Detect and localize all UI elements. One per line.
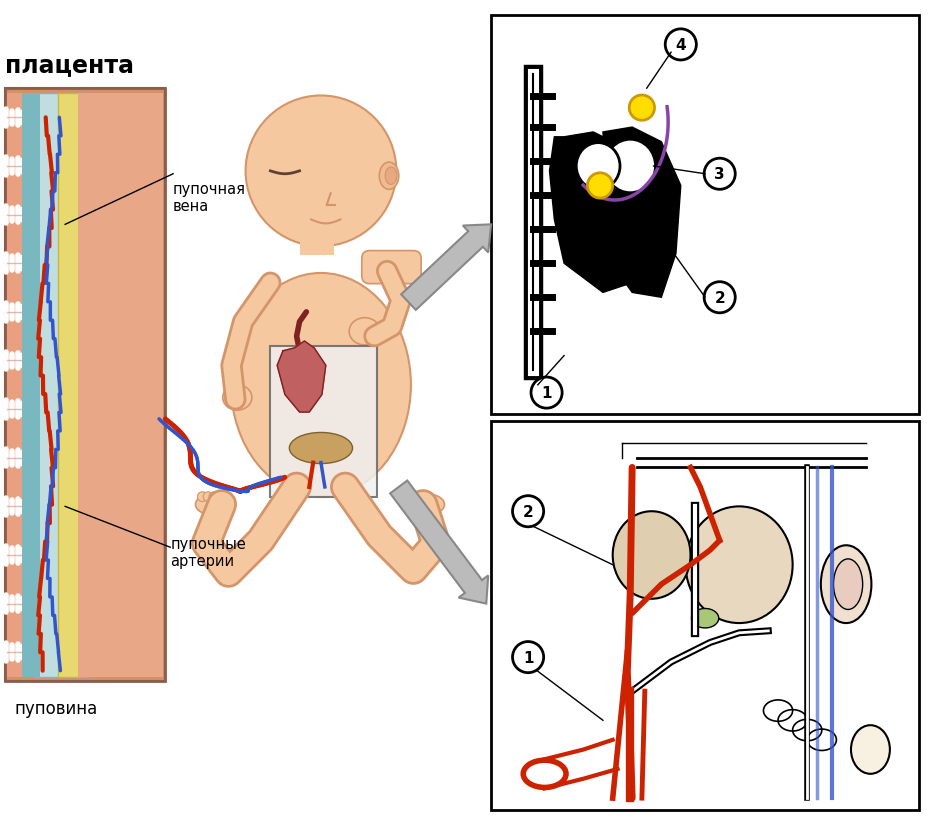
Bar — [299, 237, 333, 256]
Bar — [5, 89, 165, 681]
Text: 4: 4 — [675, 38, 686, 53]
Ellipse shape — [686, 507, 792, 624]
Ellipse shape — [577, 143, 620, 190]
Text: пуповина: пуповина — [14, 699, 98, 717]
Ellipse shape — [379, 163, 399, 190]
Polygon shape — [603, 128, 681, 298]
Bar — [34, 94, 87, 676]
Ellipse shape — [523, 760, 566, 787]
Ellipse shape — [613, 512, 691, 599]
Text: 2: 2 — [522, 504, 534, 519]
Text: пупочная
вена: пупочная вена — [173, 181, 246, 213]
Ellipse shape — [245, 96, 396, 247]
Circle shape — [531, 378, 562, 409]
Text: оксигенированная кровь из плаценты входит в
правое предсердие с помощью нижней п: оксигенированная кровь из плаценты входи… — [496, 374, 864, 404]
Bar — [23, 94, 40, 676]
Circle shape — [209, 492, 218, 502]
Ellipse shape — [605, 140, 655, 194]
Ellipse shape — [851, 725, 890, 774]
Bar — [7, 94, 34, 676]
Text: 1: 1 — [542, 385, 552, 400]
Circle shape — [406, 492, 415, 502]
Text: нижняя полая вена: нижняя полая вена — [496, 431, 647, 446]
Ellipse shape — [385, 168, 397, 185]
Circle shape — [704, 282, 735, 313]
FancyBboxPatch shape — [362, 251, 421, 284]
Circle shape — [198, 492, 207, 502]
Text: венозный
проток
шунтирует кровь
в нижнюю
полую вену: венозный проток шунтирует кровь в нижнюю… — [547, 492, 670, 573]
Circle shape — [513, 496, 543, 527]
Ellipse shape — [196, 494, 233, 515]
Ellipse shape — [692, 609, 719, 629]
Circle shape — [203, 492, 213, 502]
Text: пупочные
артерии: пупочные артерии — [170, 536, 246, 568]
Circle shape — [665, 30, 696, 61]
Ellipse shape — [821, 546, 871, 624]
Ellipse shape — [290, 433, 352, 464]
Text: 1: 1 — [522, 650, 533, 665]
Bar — [491, 421, 919, 810]
Bar — [491, 17, 919, 414]
Text: смешанная кровь из
аорты поступает в
тело малыша и
возвращается в
плаценту: смешанная кровь из аорты поступает в тел… — [698, 21, 843, 102]
Ellipse shape — [833, 559, 863, 609]
Text: кровь поступает через
ЛС в аорту  с помощью
открытого
артериального протока: кровь поступает через ЛС в аорту с помощ… — [737, 155, 905, 219]
Ellipse shape — [222, 385, 252, 410]
Ellipse shape — [350, 318, 380, 346]
Text: овальное окно
позволяет достигать
оксигенированной
крови из правого в
левое пред: овальное окно позволяет достигать оксиге… — [737, 279, 885, 360]
Polygon shape — [277, 342, 326, 413]
Bar — [5, 89, 165, 681]
Text: оксигенированная
кровь из плаценты: оксигенированная кровь из плаценты — [547, 643, 682, 672]
Circle shape — [513, 642, 543, 673]
Circle shape — [411, 492, 421, 502]
Text: плацента: плацента — [5, 54, 134, 78]
Ellipse shape — [231, 274, 411, 497]
Circle shape — [215, 492, 224, 502]
Polygon shape — [549, 133, 642, 293]
Ellipse shape — [408, 494, 445, 515]
Circle shape — [417, 492, 427, 502]
Circle shape — [629, 96, 655, 121]
Bar — [58, 94, 80, 676]
FancyArrow shape — [390, 481, 488, 604]
FancyArrow shape — [401, 225, 491, 311]
Circle shape — [423, 492, 433, 502]
Text: 3: 3 — [714, 167, 725, 182]
Text: 2: 2 — [714, 290, 725, 305]
Circle shape — [704, 159, 735, 190]
Bar — [78, 94, 163, 676]
Circle shape — [587, 174, 613, 198]
Bar — [271, 347, 377, 497]
